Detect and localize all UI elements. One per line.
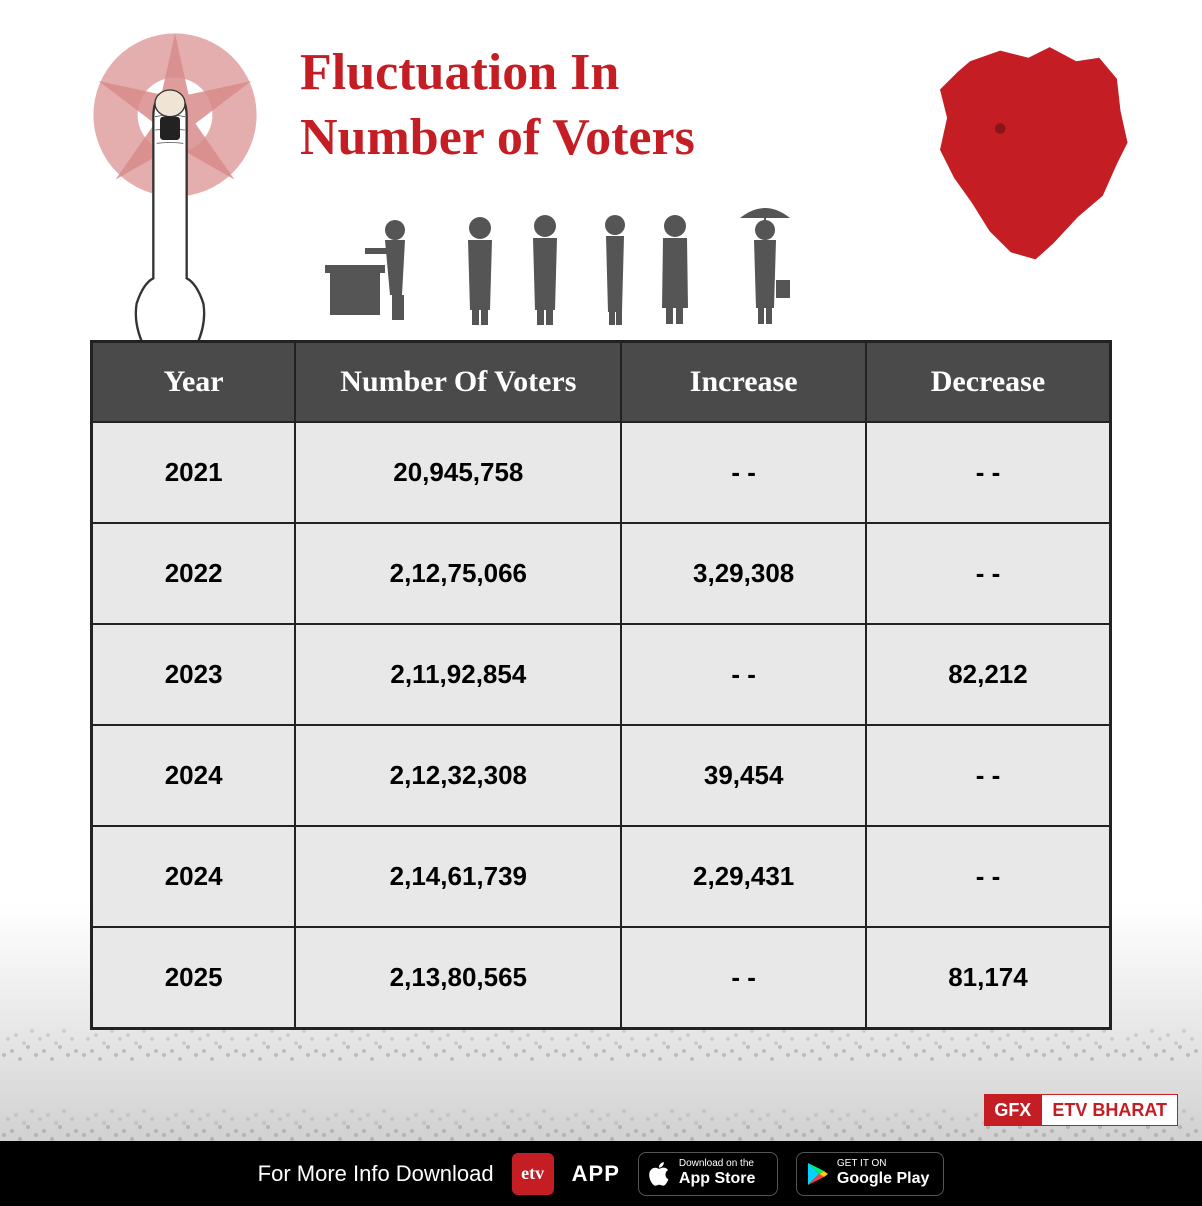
title-line-2: Number of Voters bbox=[300, 105, 695, 170]
table-row: 2022 2,12,75,066 3,29,308 - - bbox=[92, 523, 1111, 624]
apple-icon bbox=[649, 1161, 671, 1187]
col-header-increase: Increase bbox=[621, 342, 866, 423]
cell-year: 2025 bbox=[92, 927, 296, 1029]
voter-queue-silhouette bbox=[320, 200, 840, 330]
cell-year: 2021 bbox=[92, 422, 296, 523]
cell-voters: 2,12,32,308 bbox=[295, 725, 621, 826]
cell-increase: - - bbox=[621, 422, 866, 523]
cell-increase: 39,454 bbox=[621, 725, 866, 826]
title-line-1: Fluctuation In bbox=[300, 40, 695, 105]
cell-voters: 2,14,61,739 bbox=[295, 826, 621, 927]
col-header-voters: Number Of Voters bbox=[295, 342, 621, 423]
voting-finger-icon bbox=[120, 80, 220, 360]
header: Fluctuation In Number of Voters bbox=[0, 0, 1202, 340]
cell-increase: - - bbox=[621, 927, 866, 1029]
cell-voters: 2,11,92,854 bbox=[295, 624, 621, 725]
gfx-label: GFX bbox=[984, 1094, 1041, 1126]
app-store-small: Download on the bbox=[679, 1159, 763, 1169]
cell-year: 2024 bbox=[92, 826, 296, 927]
punjab-map-icon bbox=[922, 40, 1142, 270]
table-row: 2024 2,14,61,739 2,29,431 - - bbox=[92, 826, 1111, 927]
source-label: ETV BHARAT bbox=[1041, 1094, 1178, 1126]
etv-logo-icon: etv bbox=[512, 1153, 554, 1195]
cell-voters: 2,12,75,066 bbox=[295, 523, 621, 624]
cell-decrease: 82,212 bbox=[866, 624, 1111, 725]
cell-decrease: - - bbox=[866, 422, 1111, 523]
col-header-decrease: Decrease bbox=[866, 342, 1111, 423]
table-header-row: Year Number Of Voters Increase Decrease bbox=[92, 342, 1111, 423]
cell-year: 2024 bbox=[92, 725, 296, 826]
cell-year: 2022 bbox=[92, 523, 296, 624]
cell-increase: - - bbox=[621, 624, 866, 725]
app-store-badge[interactable]: Download on the App Store bbox=[638, 1152, 778, 1196]
google-play-small: GET IT ON bbox=[837, 1159, 929, 1169]
cell-increase: 3,29,308 bbox=[621, 523, 866, 624]
cell-year: 2023 bbox=[92, 624, 296, 725]
cell-voters: 2,13,80,565 bbox=[295, 927, 621, 1029]
app-label: APP bbox=[572, 1161, 620, 1187]
footer: For More Info Download etv APP Download … bbox=[0, 1141, 1202, 1206]
page-title: Fluctuation In Number of Voters bbox=[300, 40, 695, 170]
footer-text: For More Info Download bbox=[258, 1161, 494, 1187]
table-row: 2025 2,13,80,565 - - 81,174 bbox=[92, 927, 1111, 1029]
app-store-big: App Store bbox=[679, 1169, 763, 1188]
col-header-year: Year bbox=[92, 342, 296, 423]
voters-table: Year Number Of Voters Increase Decrease … bbox=[90, 340, 1112, 1030]
google-play-big: Google Play bbox=[837, 1169, 929, 1188]
cell-decrease: - - bbox=[866, 523, 1111, 624]
table-row: 2023 2,11,92,854 - - 82,212 bbox=[92, 624, 1111, 725]
cell-decrease: 81,174 bbox=[866, 927, 1111, 1029]
google-play-badge[interactable]: GET IT ON Google Play bbox=[796, 1152, 944, 1196]
gfx-source-badge: GFX ETV BHARAT bbox=[984, 1094, 1178, 1126]
cell-decrease: - - bbox=[866, 826, 1111, 927]
cell-increase: 2,29,431 bbox=[621, 826, 866, 927]
cell-voters: 20,945,758 bbox=[295, 422, 621, 523]
google-play-icon bbox=[807, 1162, 829, 1186]
table-row: 2021 20,945,758 - - - - bbox=[92, 422, 1111, 523]
table-row: 2024 2,12,32,308 39,454 - - bbox=[92, 725, 1111, 826]
cell-decrease: - - bbox=[866, 725, 1111, 826]
